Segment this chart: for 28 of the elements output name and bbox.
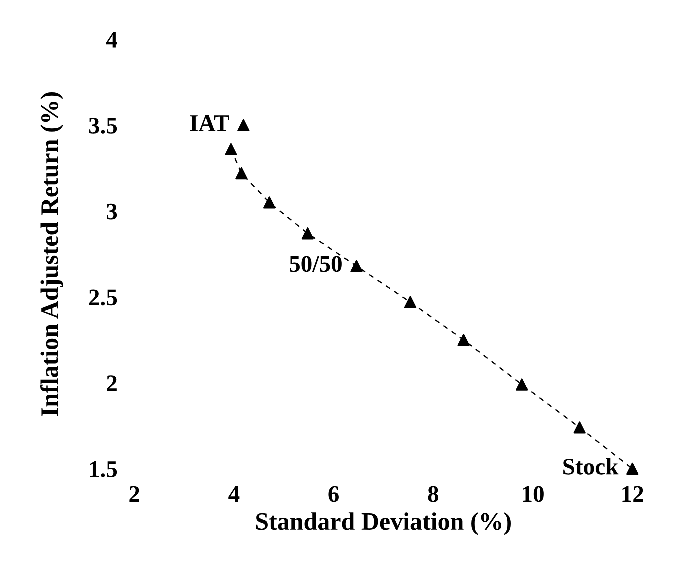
point [350,260,363,272]
y-tick-label: 1.5 [90,462,118,478]
y-tick-label: 2.5 [89,290,118,306]
point [236,167,248,180]
y-tick-label: 2 [107,376,117,392]
x-tick-label: 8 [428,486,439,502]
point [458,334,470,346]
x-tick-label: 10 [523,486,544,502]
point [574,422,586,434]
x-tick-label: 4 [228,486,240,502]
annotation: 50/50 [290,256,342,272]
point [404,296,417,308]
point [516,378,528,391]
point [263,196,276,209]
x-tick-label: 2 [130,486,140,502]
x-axis-title: Standard Deviation (%) [256,512,511,536]
y-axis-title: Inflation Adjusted Return (%) [40,92,64,416]
annotation: Stock [564,458,619,475]
point [225,143,238,156]
y-tick-label: 4 [106,32,118,48]
point [302,228,314,240]
y-tick-label: 3 [107,204,118,220]
annotation: IAT [190,116,230,132]
point [238,119,250,132]
y-tick-label: 3.5 [89,118,118,134]
x-tick-label: 12 [622,486,644,502]
x-tick-label: 6 [328,486,340,502]
point [626,462,639,476]
